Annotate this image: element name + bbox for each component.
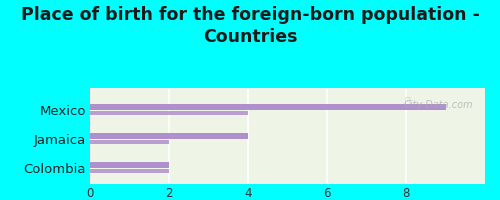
Bar [90,169,169,173]
Text: ⓘ: ⓘ [404,95,410,105]
Bar [90,140,169,144]
Bar [90,104,446,110]
Text: Place of birth for the foreign-born population -
Countries: Place of birth for the foreign-born popu… [20,6,479,46]
Bar [90,111,248,115]
Text: City-Data.com: City-Data.com [404,100,473,110]
Bar [90,162,169,168]
Bar [90,133,248,139]
